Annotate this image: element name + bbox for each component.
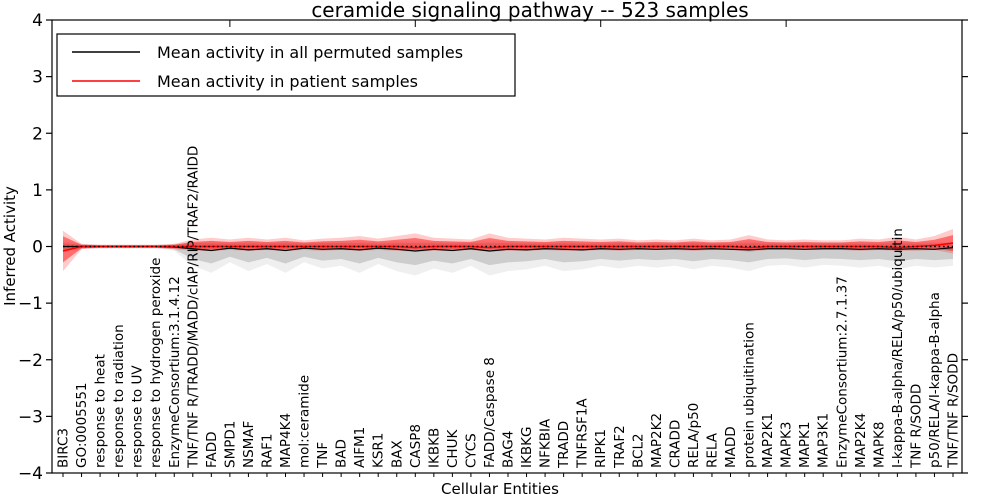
x-tick-label: IKBKB bbox=[426, 428, 442, 468]
x-tick-label: TNF/TNF R/TRADD/MADD/cIAP/RIP/TRAF2/RAID… bbox=[185, 146, 201, 469]
y-tick-label: −4 bbox=[18, 464, 43, 484]
x-tick-label: TNF/TNF R/SODD bbox=[946, 353, 962, 469]
x-axis-label: Cellular Entities bbox=[441, 480, 559, 498]
x-tick-label: MAP2K4 bbox=[853, 413, 869, 468]
x-tick-label: response to radiation bbox=[111, 324, 127, 468]
x-tick-label: TRAF2 bbox=[612, 425, 628, 469]
x-tick-label: FADD bbox=[204, 431, 220, 468]
y-tick-label: 1 bbox=[32, 181, 43, 201]
y-axis-label: Inferred Activity bbox=[1, 186, 19, 306]
x-tick-label: EnzymeConsortium:3.1.4.12 bbox=[167, 276, 183, 468]
legend-box bbox=[56, 33, 516, 97]
y-tick-label: −3 bbox=[18, 407, 43, 427]
x-tick-label: TNF R/SODD bbox=[908, 384, 924, 469]
legend-label-patient: Mean activity in patient samples bbox=[157, 72, 418, 91]
x-tick-label: BAX bbox=[389, 440, 405, 468]
x-tick-label: mol:ceramide bbox=[297, 375, 313, 468]
x-tick-label: RELA/p50 bbox=[686, 403, 702, 468]
chart-title: ceramide signaling pathway -- 523 sample… bbox=[311, 0, 748, 22]
patient-samples-range-band bbox=[63, 228, 953, 272]
x-tick-label: MAP3K1 bbox=[816, 413, 832, 468]
x-tick-label: SMPD1 bbox=[222, 421, 238, 468]
x-tick-label: MAPK1 bbox=[797, 422, 813, 468]
legend-label-permuted: Mean activity in all permuted samples bbox=[157, 43, 463, 62]
x-tick-label: RAF1 bbox=[259, 434, 275, 468]
x-tick-label: NFKBIA bbox=[538, 418, 554, 468]
x-tick-label: MAP2K2 bbox=[649, 413, 665, 468]
x-tick-label: CASP8 bbox=[408, 424, 424, 468]
y-tick-label: 4 bbox=[32, 11, 43, 31]
x-tick-label: IKBKG bbox=[519, 427, 535, 468]
x-tick-label: BCL2 bbox=[630, 433, 646, 468]
mean-activity-lines bbox=[62, 242, 954, 252]
x-tick-label: p50/RELA/I-kappa-B-alpha bbox=[927, 292, 943, 468]
permuted-samples-range-band bbox=[63, 243, 953, 266]
x-tick-label: response to hydrogen peroxide bbox=[148, 258, 164, 468]
x-tick-label: NSMAF bbox=[241, 421, 257, 468]
x-tick-label: response to UV bbox=[130, 365, 146, 468]
x-tick-label: CRADD bbox=[667, 420, 683, 468]
x-tick-label: EnzymeConsortium:2.7.1.37 bbox=[834, 276, 850, 468]
x-tick-label: MAP2K1 bbox=[760, 413, 776, 468]
x-tick-label: MAP4K4 bbox=[278, 413, 294, 468]
y-tick-label: −2 bbox=[18, 351, 43, 371]
x-tick-label: CYCS bbox=[463, 433, 479, 468]
x-tick-labels: BIRC3 GO:0005551 response to heat response … bbox=[56, 146, 962, 469]
x-tick-label: GO:0005551 bbox=[74, 382, 90, 468]
x-tick-label: TNF bbox=[315, 442, 331, 469]
legend: Mean activity in all permuted samples Me… bbox=[56, 33, 516, 97]
x-tick-label: MAPK8 bbox=[871, 422, 887, 468]
x-tick-label: BIRC3 bbox=[56, 428, 72, 468]
x-tick-label: RIPK1 bbox=[593, 429, 609, 468]
y-tick-label: 0 bbox=[32, 238, 43, 258]
x-tick-label: AIFM1 bbox=[352, 427, 368, 468]
x-tick-label: FADD/Caspase 8 bbox=[482, 357, 498, 468]
y-tick-label: −1 bbox=[18, 294, 43, 314]
x-tick-label: response to heat bbox=[93, 354, 109, 468]
x-tick-label: RELA bbox=[704, 432, 720, 468]
x-tick-label: KSR1 bbox=[371, 433, 387, 468]
x-tick-label: protein ubiquitination bbox=[742, 322, 758, 468]
x-tick-label: BAG4 bbox=[501, 431, 517, 468]
x-tick-label: TRADD bbox=[556, 421, 572, 469]
x-tick-label: I-kappa-B-alpha/RELA/p50/ubiquitin bbox=[890, 228, 906, 468]
y-tick-label: 2 bbox=[32, 124, 43, 144]
y-tick-label: 3 bbox=[32, 68, 43, 88]
x-tick-label: BAD bbox=[334, 439, 350, 468]
axis-ticks bbox=[46, 19, 968, 477]
plot-frame bbox=[51, 19, 963, 474]
series-line bbox=[63, 245, 954, 252]
x-tick-label: MAPK3 bbox=[779, 422, 795, 468]
x-tick-label: CHUK bbox=[445, 429, 461, 468]
y-tick-labels: 4 3 2 1 0 −1 −2 −3 −4 bbox=[18, 11, 43, 484]
x-tick-label: TNFRSF1A bbox=[575, 398, 591, 469]
x-tick-label: MADD bbox=[723, 426, 739, 468]
